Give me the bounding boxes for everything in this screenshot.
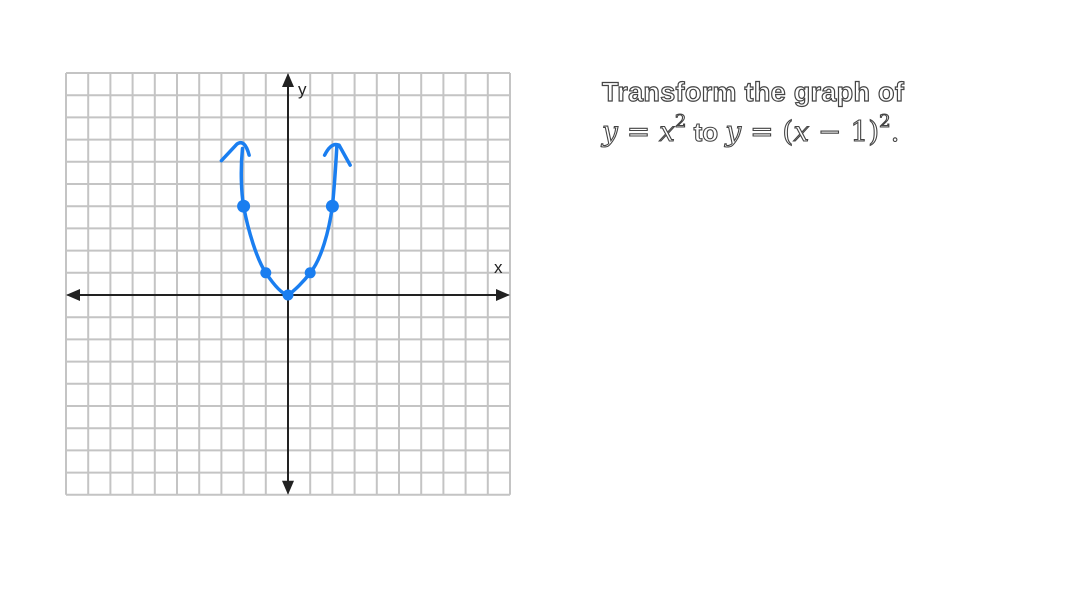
coordinate-grid: x y (65, 72, 511, 496)
plotted-points (237, 199, 339, 301)
prompt-text: Transform the graph of (601, 76, 905, 107)
plotted-point (282, 289, 294, 301)
eq1-y: y (601, 114, 618, 148)
y-axis-label: y (298, 80, 307, 99)
connector-word: to (686, 116, 726, 147)
eq2-rhs: = ( (741, 114, 794, 148)
x-axis-arrow-right (496, 289, 510, 301)
eq2-x: x (793, 114, 810, 148)
eq2-tail: − 1) (809, 114, 880, 148)
plotted-point (260, 267, 272, 279)
eq1-exponent: 2 (674, 111, 687, 132)
curve-arrowhead-right (322, 142, 352, 167)
x-axis-arrow-left (66, 289, 80, 301)
prompt-equation: y = x2 to y = (x − 1)2. (601, 111, 1062, 152)
period: . (890, 114, 900, 148)
plotted-point (325, 199, 339, 213)
x-axis-label: x (494, 258, 503, 277)
eq1-x: x (659, 114, 676, 148)
plotted-point (304, 267, 316, 279)
eq2-exponent: 2 (879, 111, 892, 132)
problem-statement: Transform the graph of y = x2 to y = (x … (601, 76, 1062, 152)
axes (66, 73, 510, 495)
eq1-equals: = (617, 114, 660, 148)
eq2-y: y (725, 114, 742, 148)
plotted-point (237, 199, 251, 213)
curve-arrowhead-left (219, 140, 251, 163)
y-axis-arrow-up (282, 73, 294, 87)
y-axis-arrow-down (282, 480, 294, 495)
